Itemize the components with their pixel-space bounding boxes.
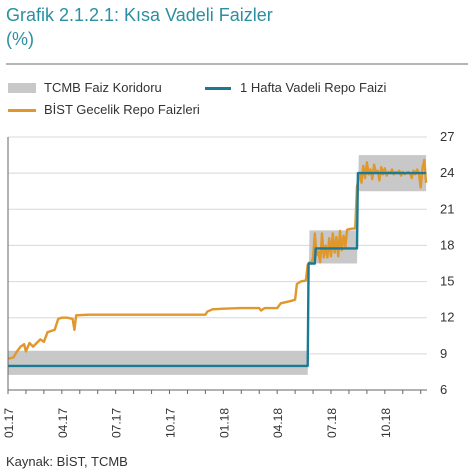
chart-subtitle: (%) [6,29,34,49]
repo-rate-line [8,171,427,368]
legend-label-bist: BİST Gecelik Repo Faizleri [44,102,200,117]
source-note: Kaynak: BİST, TCMB [6,454,128,469]
y-tick-label: 18 [440,237,454,252]
x-tick-label: 01.17 [2,408,16,438]
x-tick-label: 04.18 [271,408,285,438]
legend-swatch-bist [8,109,36,112]
x-tick-label: 10.17 [163,408,177,438]
corridor-band [8,155,427,375]
legend-label-corridor: TCMB Faiz Koridoru [44,80,162,95]
x-tick-labels: 01.17 04.17 07.17 10.17 01.18 04.18 07.18 10.18 [2,408,393,438]
y-tick-label: 12 [440,310,454,325]
x-tick-label: 07.17 [110,408,124,438]
legend-label-repo: 1 Hafta Vadeli Repo Faizi [240,80,387,95]
legend-swatch-repo [205,87,231,90]
y-tick-labels: 6 9 12 15 18 21 24 27 [440,129,454,397]
y-tick-label: 24 [440,165,454,180]
legend-swatch-corridor [8,83,36,93]
axes [7,137,427,394]
y-tick-label: 9 [440,346,447,361]
series-line-layer [7,158,428,368]
x-tick-label: 04.17 [56,408,70,438]
corridor-band-layer [8,155,427,375]
y-tick-label: 21 [440,201,454,216]
y-tick-label: 15 [440,274,454,289]
y-tick-label: 6 [440,382,447,397]
top-rule [6,63,468,65]
x-tick-label: 07.18 [325,408,339,438]
x-tick-label: 10.18 [379,408,393,438]
chart-title: Grafik 2.1.2.1: Kısa Vadeli Faizler [6,5,273,25]
y-tick-label: 27 [440,129,454,144]
x-tick-label: 01.18 [217,408,231,438]
